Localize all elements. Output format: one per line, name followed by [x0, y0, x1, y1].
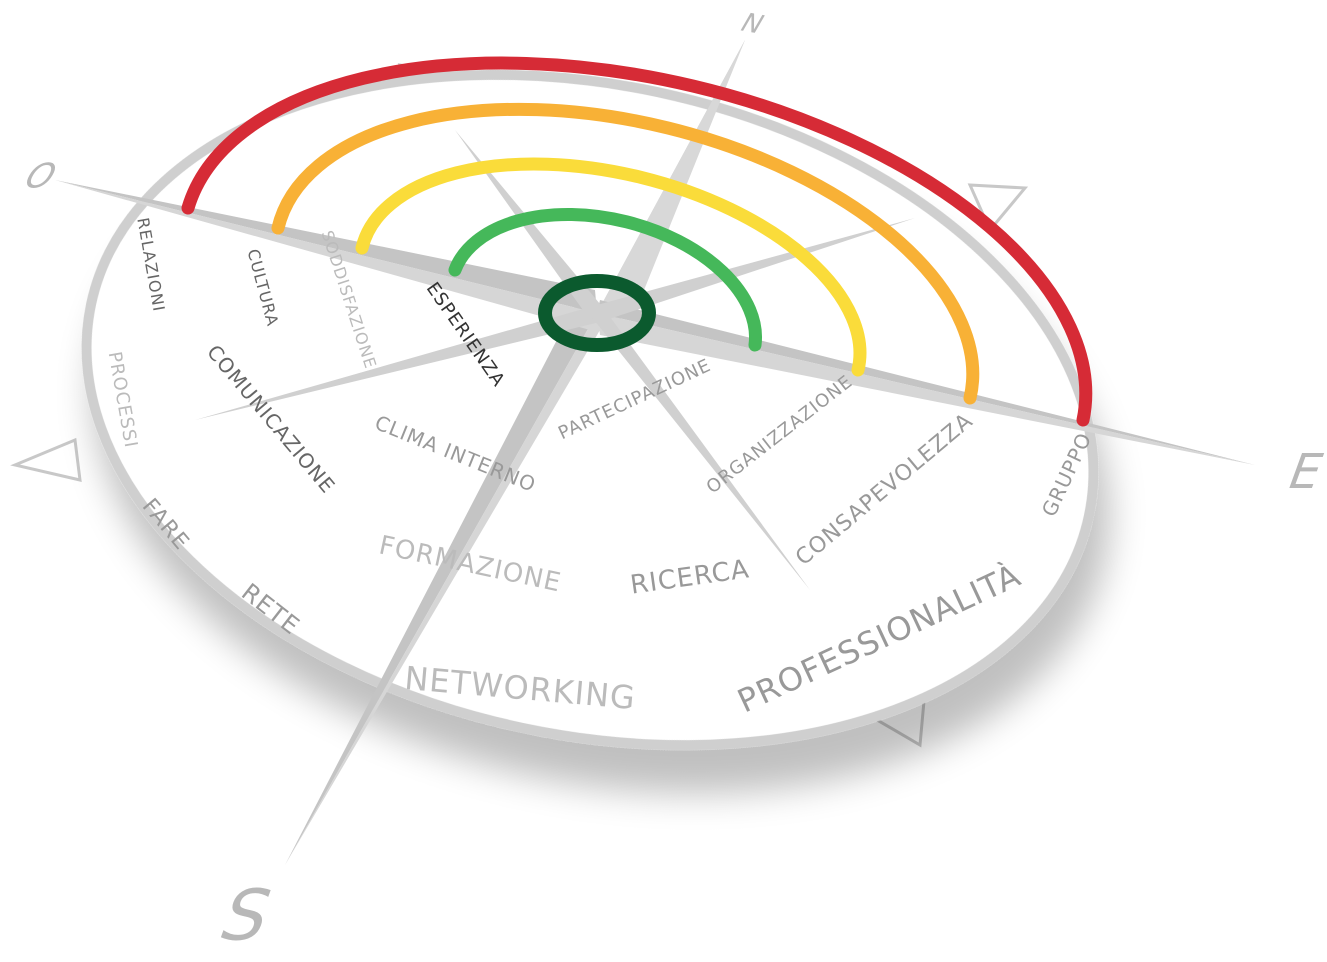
compass-diagram: NOESRELAZIONICULTURACOMUNICAZIONESODDISF…	[0, 0, 1327, 962]
direction-south: S	[209, 875, 284, 956]
direction-west: O	[16, 156, 67, 196]
direction-east: E	[1280, 444, 1327, 500]
direction-north: N	[734, 8, 770, 39]
